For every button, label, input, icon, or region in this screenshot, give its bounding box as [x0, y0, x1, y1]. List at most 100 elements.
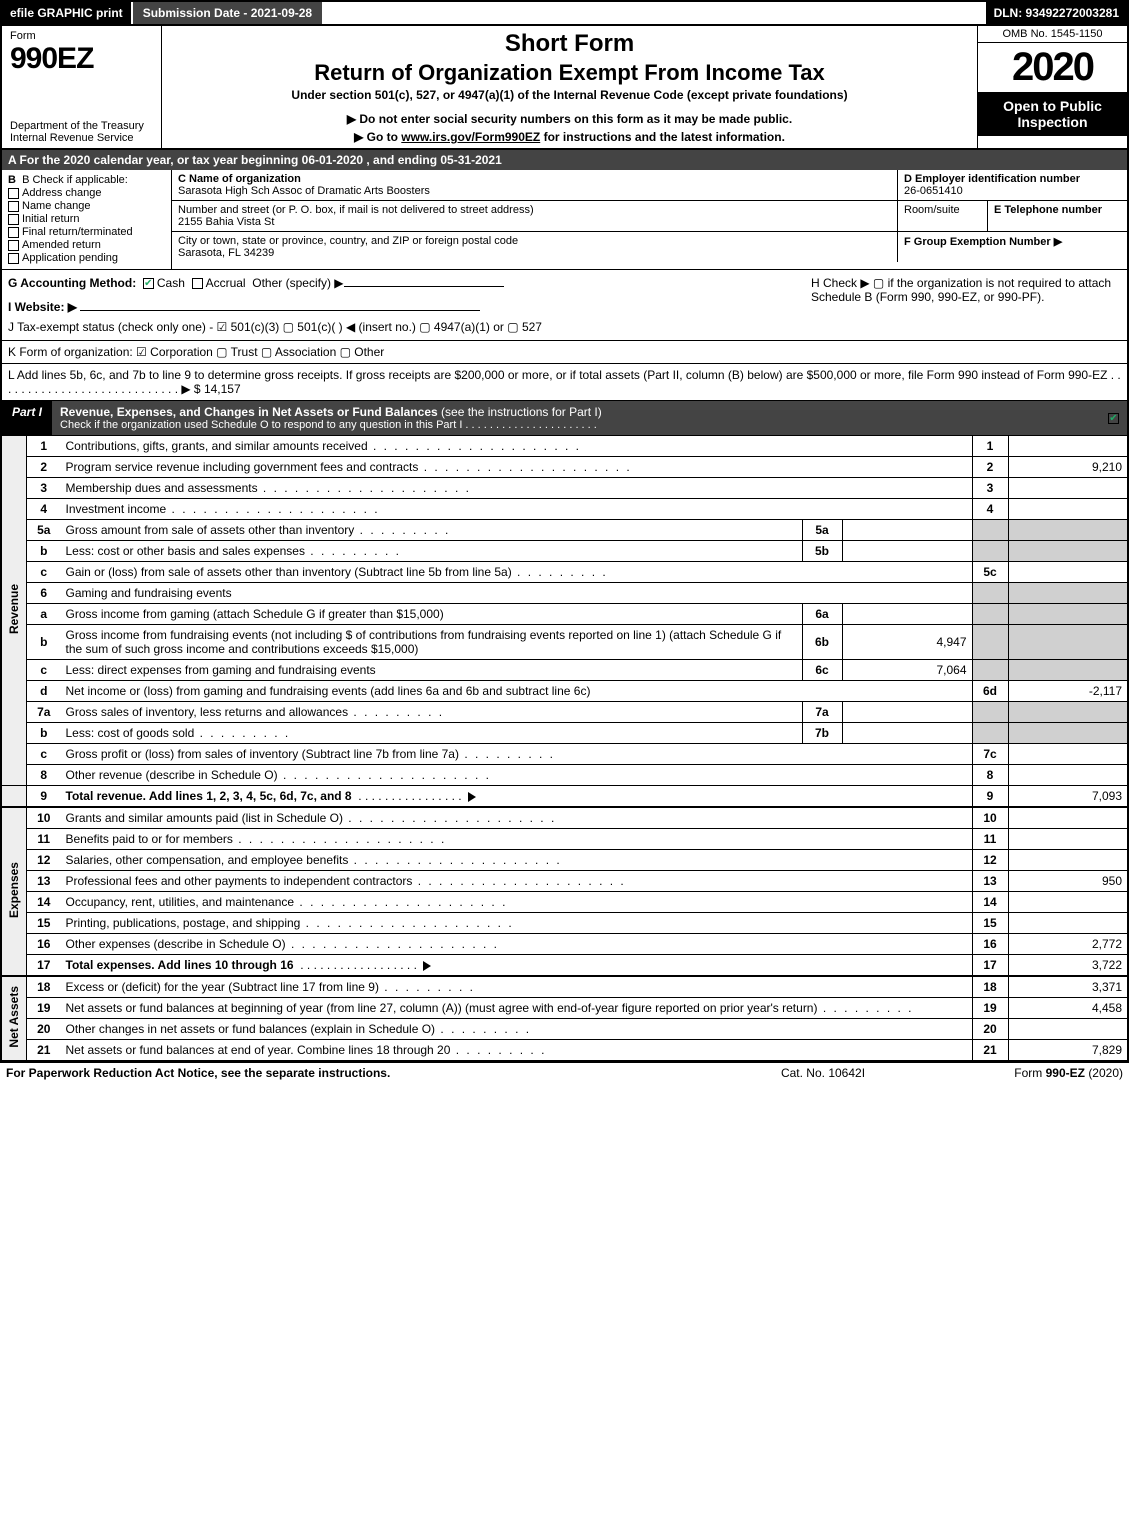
i-label: I Website: ▶: [8, 300, 77, 314]
l12-num: 12: [972, 850, 1008, 871]
cb-address-change[interactable]: Address change: [8, 187, 165, 199]
l15-num: 15: [972, 913, 1008, 934]
g-other-label: Other (specify) ▶: [252, 276, 343, 290]
line-7b: b Less: cost of goods sold 7b: [1, 723, 1128, 744]
line-9: 9 Total revenue. Add lines 1, 2, 3, 4, 5…: [1, 786, 1128, 808]
line-10: Expenses 10 Grants and similar amounts p…: [1, 807, 1128, 829]
l21-text: Net assets or fund balances at end of ye…: [61, 1040, 973, 1062]
footer-catno: Cat. No. 10642I: [723, 1066, 923, 1080]
l12-no: 12: [27, 850, 61, 871]
line-1: Revenue 1 Contributions, gifts, grants, …: [1, 436, 1128, 457]
l9-num: 9: [972, 786, 1008, 808]
cb-initial-return[interactable]: Initial return: [8, 213, 165, 225]
arrow-icon: [468, 792, 476, 802]
l6b-no: b: [27, 625, 61, 660]
main-title: Return of Organization Exempt From Incom…: [170, 60, 969, 86]
l6d-val: -2,117: [1008, 681, 1128, 702]
side-expenses-label: Expenses: [7, 862, 21, 918]
section-b-through-f: B B Check if applicable: Address change …: [0, 170, 1129, 270]
cb-cash[interactable]: [143, 278, 154, 289]
line-5b: b Less: cost or other basis and sales ex…: [1, 541, 1128, 562]
l6-no: 6: [27, 583, 61, 604]
form-header: Form 990EZ Department of the Treasury In…: [0, 26, 1129, 150]
l6b-grey2: [1008, 625, 1128, 660]
cb-application-pending-label: Application pending: [22, 252, 118, 264]
l5a-no: 5a: [27, 520, 61, 541]
cb-application-pending[interactable]: Application pending: [8, 252, 165, 264]
l6b-grey1: [972, 625, 1008, 660]
line-6c: c Less: direct expenses from gaming and …: [1, 660, 1128, 681]
cb-amended-return[interactable]: Amended return: [8, 239, 165, 251]
f-label: F Group Exemption Number ▶: [904, 236, 1062, 248]
efile-print-label[interactable]: efile GRAPHIC print: [2, 2, 131, 24]
l18-num: 18: [972, 976, 1008, 998]
part1-tab: Part I: [2, 401, 52, 435]
form-word: Form: [10, 30, 153, 42]
part1-check[interactable]: [1103, 401, 1127, 435]
website-input[interactable]: [80, 310, 480, 311]
line-6a: a Gross income from gaming (attach Sched…: [1, 604, 1128, 625]
cb-amended-return-label: Amended return: [22, 239, 101, 251]
l6a-ival: [842, 604, 972, 625]
part1-paren: (see the instructions for Part I): [441, 405, 602, 419]
line-18: Net Assets 18 Excess or (deficit) for th…: [1, 976, 1128, 998]
g-label: G Accounting Method:: [8, 276, 136, 290]
row-g-h: G Accounting Method: Cash Accrual Other …: [0, 270, 1129, 341]
l6a-no: a: [27, 604, 61, 625]
c-name-cell: C Name of organization Sarasota High Sch…: [172, 170, 897, 200]
part1-sub: Check if the organization used Schedule …: [60, 419, 1095, 431]
l18-text: Excess or (deficit) for the year (Subtra…: [61, 976, 973, 998]
l6c-ival: 7,064: [842, 660, 972, 681]
l5b-ival: [842, 541, 972, 562]
l7b-no: b: [27, 723, 61, 744]
irs-link[interactable]: www.irs.gov/Form990EZ: [401, 130, 540, 144]
row-a-tax-year: A For the 2020 calendar year, or tax yea…: [0, 150, 1129, 170]
line-17: 17 Total expenses. Add lines 10 through …: [1, 955, 1128, 977]
d-ein-cell: D Employer identification number 26-0651…: [897, 170, 1127, 200]
cb-final-return-label: Final return/terminated: [22, 226, 133, 238]
l4-no: 4: [27, 499, 61, 520]
form-code: 990EZ: [10, 42, 153, 76]
l21-val: 7,829: [1008, 1040, 1128, 1062]
l3-no: 3: [27, 478, 61, 499]
l6a-grey1: [972, 604, 1008, 625]
line-6: 6 Gaming and fundraising events: [1, 583, 1128, 604]
line-6d: d Net income or (loss) from gaming and f…: [1, 681, 1128, 702]
department-label: Department of the Treasury Internal Reve…: [10, 120, 153, 144]
l7b-text: Less: cost of goods sold: [61, 723, 803, 744]
l6c-inum: 6c: [802, 660, 842, 681]
l17-no: 17: [27, 955, 61, 977]
side-revenue-label: Revenue: [7, 584, 21, 634]
l19-val: 4,458: [1008, 998, 1128, 1019]
line-14: 14 Occupancy, rent, utilities, and maint…: [1, 892, 1128, 913]
page-footer: For Paperwork Reduction Act Notice, see …: [0, 1062, 1129, 1083]
l6-grey2: [1008, 583, 1128, 604]
column-c-through-f: C Name of organization Sarasota High Sch…: [172, 170, 1127, 269]
l6c-no: c: [27, 660, 61, 681]
g-other-input[interactable]: [344, 286, 504, 287]
line-4: 4 Investment income 4: [1, 499, 1128, 520]
l1-val: [1008, 436, 1128, 457]
cb-name-change[interactable]: Name change: [8, 200, 165, 212]
l11-no: 11: [27, 829, 61, 850]
l19-text: Net assets or fund balances at beginning…: [61, 998, 973, 1019]
open-to-public: Open to Public Inspection: [978, 92, 1127, 136]
l7c-text: Gross profit or (loss) from sales of inv…: [61, 744, 973, 765]
l16-num: 16: [972, 934, 1008, 955]
l6d-num: 6d: [972, 681, 1008, 702]
l18-val: 3,371: [1008, 976, 1128, 998]
line-15: 15 Printing, publications, postage, and …: [1, 913, 1128, 934]
l9-val: 7,093: [1008, 786, 1128, 808]
line-12: 12 Salaries, other compensation, and emp…: [1, 850, 1128, 871]
cb-accrual[interactable]: [192, 278, 203, 289]
l2-no: 2: [27, 457, 61, 478]
line-7c: c Gross profit or (loss) from sales of i…: [1, 744, 1128, 765]
l5b-grey1: [972, 541, 1008, 562]
submission-date-label: Submission Date - 2021-09-28: [131, 2, 322, 24]
l2-val: 9,210: [1008, 457, 1128, 478]
cb-final-return[interactable]: Final return/terminated: [8, 226, 165, 238]
l13-val: 950: [1008, 871, 1128, 892]
header-mid: Short Form Return of Organization Exempt…: [162, 26, 977, 148]
b-header: B B Check if applicable:: [8, 174, 165, 186]
dept-line2: Internal Revenue Service: [10, 132, 153, 144]
